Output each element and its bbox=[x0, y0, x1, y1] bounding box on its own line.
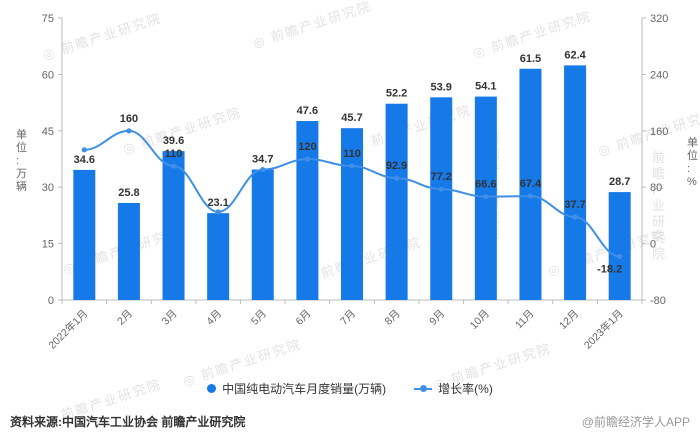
right-axis-tick-label: 320 bbox=[650, 13, 668, 25]
bar-value-label: 47.6 bbox=[297, 105, 318, 117]
x-axis-category-label: 6月 bbox=[293, 308, 313, 328]
left-axis-tick-label: 0 bbox=[48, 295, 54, 307]
bar-value-label: 28.7 bbox=[609, 176, 630, 188]
line-value-label: 92.9 bbox=[386, 160, 407, 172]
x-axis-category-label: 7月 bbox=[338, 308, 358, 328]
bar-value-label: 52.2 bbox=[386, 88, 407, 100]
bar-value-label: 45.7 bbox=[341, 112, 362, 124]
sales-bar bbox=[296, 121, 319, 300]
sales-bar bbox=[385, 103, 408, 300]
sales-bar bbox=[564, 65, 587, 300]
sales-bar bbox=[117, 202, 140, 300]
growth-series-marker-icon bbox=[414, 385, 433, 392]
growth-point bbox=[527, 193, 534, 199]
growth-point bbox=[572, 214, 578, 220]
right-axis-title: 单位:% bbox=[687, 136, 698, 188]
line-value-label: 66.6 bbox=[475, 179, 496, 191]
chart-canvas: 0 15 30 45 60 75 -80 0 80 160 240 320 2022年1月 2月 3月 4月 5… bbox=[16, 13, 698, 352]
bar-value-label: 39.6 bbox=[163, 135, 184, 147]
legend-label-sales: 中国纯电动汽车月度销量(万辆) bbox=[222, 382, 387, 396]
bar-value-label: 53.9 bbox=[431, 81, 452, 93]
line-value-label: 110 bbox=[165, 148, 183, 160]
x-axis-category-label: 9月 bbox=[427, 308, 447, 328]
x-axis-category-label: 2月 bbox=[115, 308, 135, 328]
credit: @前瞻经济学人APP bbox=[581, 415, 690, 429]
line-value-label: 77.2 bbox=[431, 171, 452, 183]
sales-bar bbox=[519, 68, 542, 300]
x-axis-category-label: 11月 bbox=[513, 308, 537, 332]
x-axis-category-label: 4月 bbox=[204, 308, 224, 328]
x-axis-category-label: 5月 bbox=[249, 308, 269, 328]
chart-footer: 资料来源:中国汽车工业协会 前瞻产业研究院 @前瞻经济学人APP bbox=[10, 413, 690, 430]
right-axis-tick-label: 160 bbox=[650, 126, 668, 138]
legend-item-growth[interactable]: 增长率(%) bbox=[414, 380, 493, 397]
left-axis-title: 单位:万辆 bbox=[16, 128, 27, 193]
left-axis-tick-label: 15 bbox=[42, 239, 54, 251]
x-axis-category-label: 2022年1月 bbox=[46, 307, 91, 352]
growth-point bbox=[260, 166, 266, 173]
sales-series-marker-icon bbox=[207, 384, 217, 393]
growth-point bbox=[483, 194, 489, 200]
bar-value-label: 61.5 bbox=[520, 53, 541, 65]
bar-value-label: 34.6 bbox=[74, 154, 95, 166]
sales-bar bbox=[162, 151, 185, 300]
x-axis-category-label: 12月 bbox=[557, 308, 581, 332]
right-axis-tick-label: 0 bbox=[650, 239, 656, 251]
sales-bar bbox=[430, 97, 453, 300]
line-value-label: 120 bbox=[298, 141, 316, 153]
growth-point bbox=[438, 186, 444, 192]
legend-label-growth: 增长率(%) bbox=[438, 382, 493, 396]
left-axis-tick-label: 30 bbox=[42, 182, 54, 194]
line-value-label: -18.2 bbox=[597, 263, 622, 275]
growth-point bbox=[394, 175, 400, 181]
bar-value-label: 62.4 bbox=[564, 49, 586, 61]
x-axis-category-label: 8月 bbox=[383, 308, 403, 328]
growth-point bbox=[617, 253, 623, 260]
sales-bar bbox=[207, 213, 230, 300]
line-value-label: 37.7 bbox=[564, 199, 585, 211]
legend-item-sales[interactable]: 中国纯电动汽车月度销量(万辆) bbox=[207, 380, 386, 397]
line-value-label: 67.4 bbox=[520, 178, 542, 190]
growth-point bbox=[126, 128, 132, 134]
bar-value-label: 25.8 bbox=[118, 187, 139, 199]
right-axis-tick-label: 240 bbox=[650, 69, 668, 81]
source-note: 资料来源:中国汽车工业协会 前瞻产业研究院 bbox=[10, 415, 246, 429]
growth-point bbox=[349, 163, 355, 169]
x-axis-category-label: 3月 bbox=[160, 308, 180, 328]
bar-value-label: 34.7 bbox=[252, 154, 273, 166]
x-axis-category-label: 2023年1月 bbox=[581, 307, 626, 352]
growth-point bbox=[170, 163, 177, 169]
left-axis-tick-label: 45 bbox=[42, 126, 54, 138]
growth-point bbox=[81, 147, 87, 153]
chart-legend: 中国纯电动汽车月度销量(万辆) 增长率(%) bbox=[0, 380, 700, 397]
growth-point bbox=[215, 209, 221, 215]
bar-value-label: 23.1 bbox=[207, 197, 228, 209]
left-axis-tick-label: 75 bbox=[42, 13, 54, 25]
sales-bar bbox=[73, 169, 96, 300]
x-axis-category-label: 10月 bbox=[468, 308, 492, 332]
line-value-label: 160 bbox=[120, 113, 138, 125]
left-axis-tick-label: 60 bbox=[42, 69, 54, 81]
sales-bar bbox=[341, 128, 363, 300]
sales-bar bbox=[608, 192, 631, 300]
sales-bar bbox=[251, 169, 274, 300]
sales-growth-chart: 0 15 30 45 60 75 -80 0 80 160 240 320 2022年1月 2月 3月 4月 5… bbox=[16, 13, 698, 352]
line-value-label: 110 bbox=[343, 148, 361, 160]
right-axis-tick-label: -80 bbox=[650, 295, 666, 307]
right-axis-tick-label: 80 bbox=[650, 182, 662, 194]
growth-point bbox=[304, 156, 310, 162]
bar-value-label: 54.1 bbox=[475, 81, 496, 93]
